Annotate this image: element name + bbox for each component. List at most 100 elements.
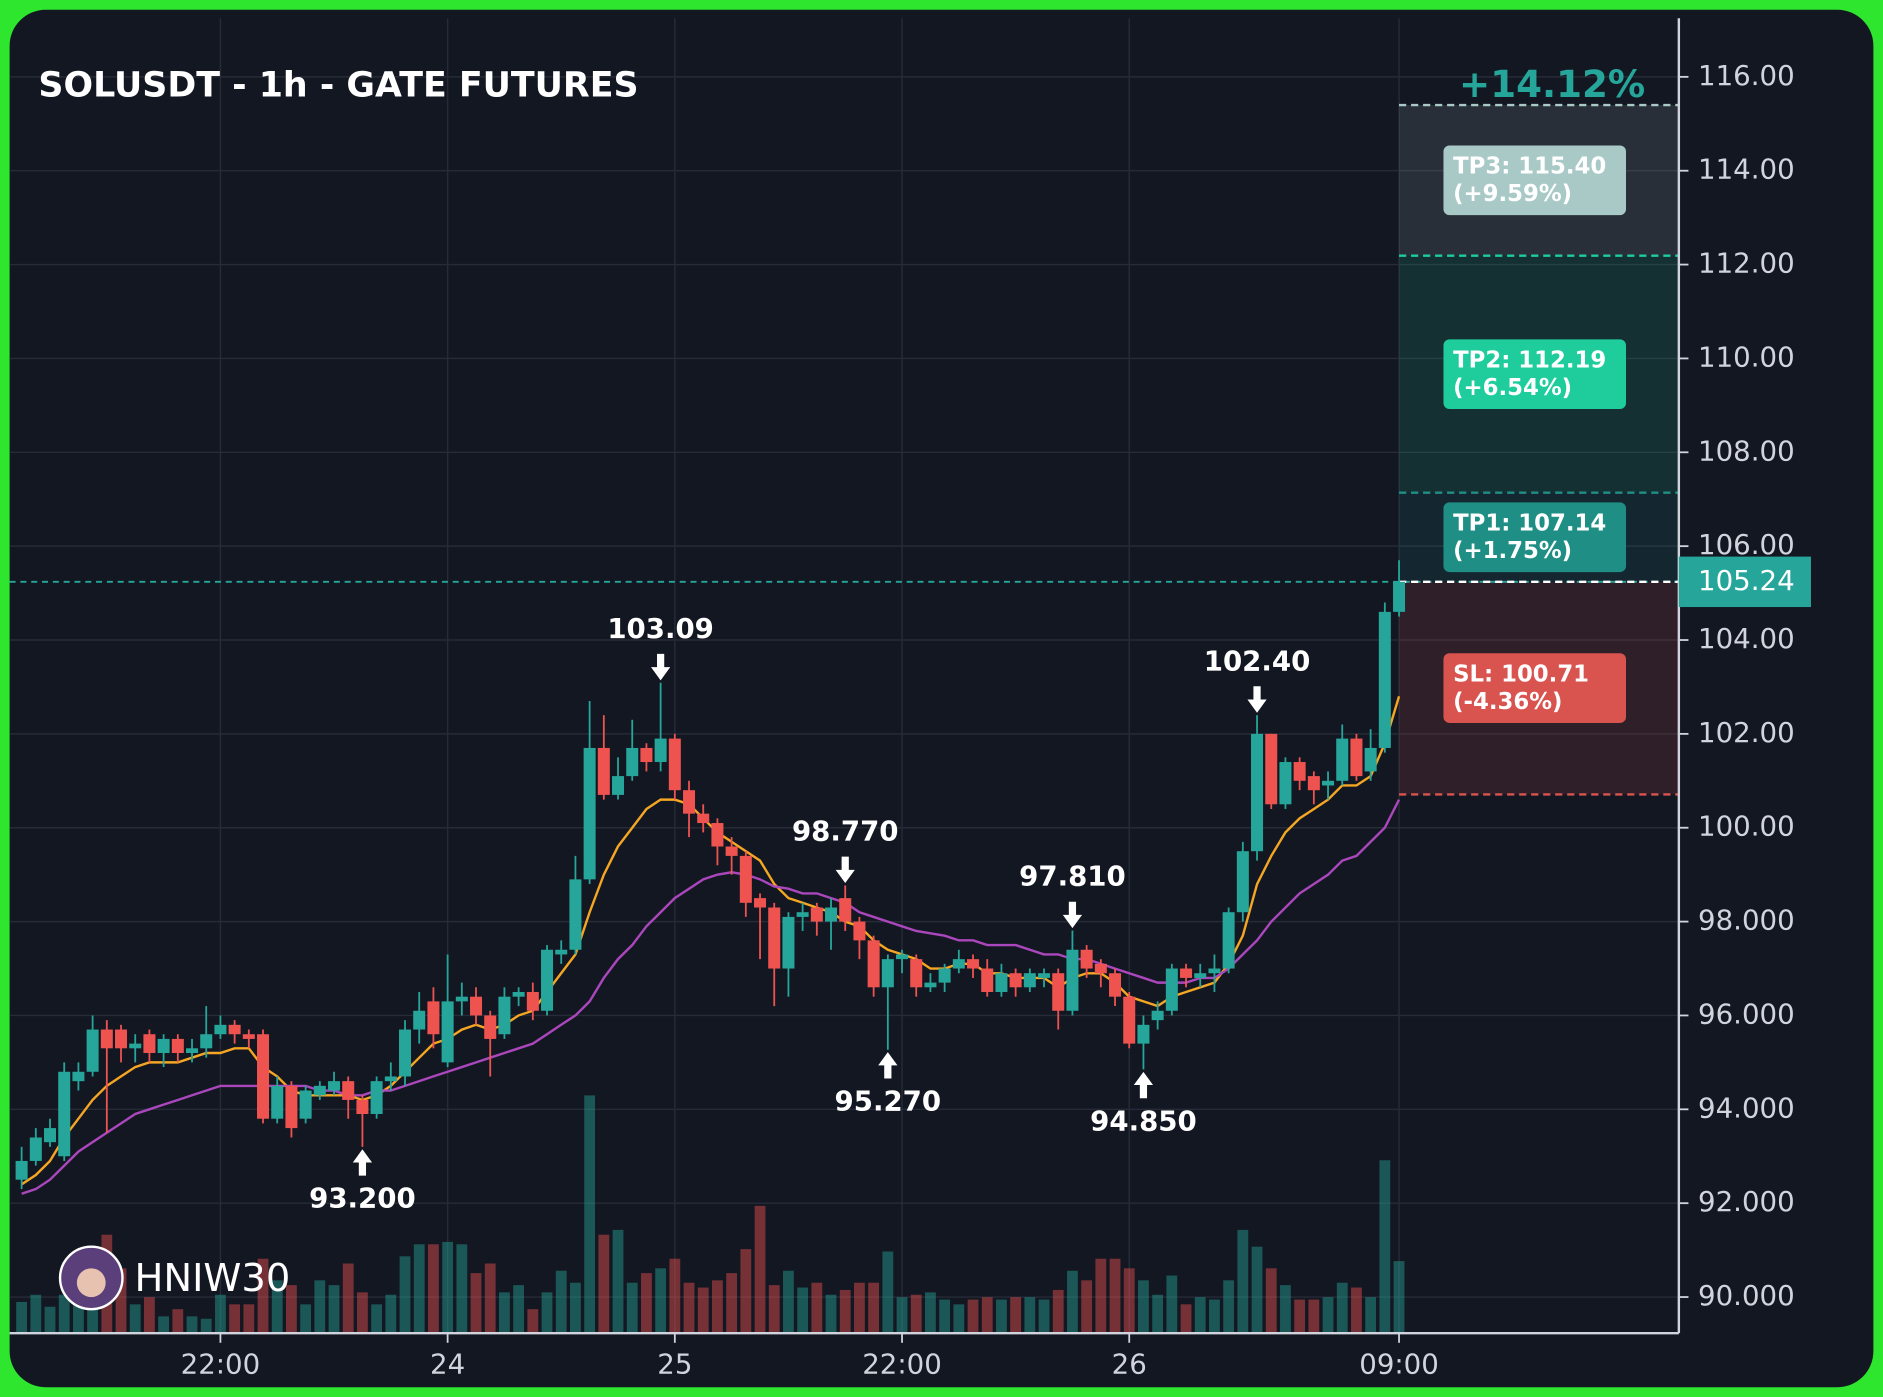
chart-title: SOLUSDT - 1h - GATE FUTURES (38, 66, 638, 106)
volume-bar (1081, 1280, 1093, 1334)
candle-body (1080, 949, 1093, 969)
volume-bar (1251, 1246, 1263, 1334)
volume-bar (1308, 1299, 1320, 1334)
candle-body (967, 959, 980, 969)
volume-bar (825, 1294, 837, 1334)
volume-bar (328, 1285, 340, 1334)
volume-bar (470, 1273, 482, 1334)
candle-body (1364, 747, 1377, 772)
volume-bar (30, 1294, 42, 1334)
volume-bar (314, 1280, 326, 1334)
volume-bar (1223, 1280, 1235, 1334)
volume-bar (712, 1280, 723, 1334)
volume-bar (1109, 1258, 1121, 1334)
volume-bar (527, 1309, 539, 1334)
low-label: 94.850 (1090, 1104, 1197, 1137)
volume-bar (1052, 1289, 1064, 1334)
volume-bar (513, 1285, 525, 1334)
volume-bar (925, 1292, 936, 1334)
volume-bar (215, 1294, 226, 1334)
volume-bar (910, 1294, 922, 1334)
candle-body (86, 1029, 99, 1072)
volume-bar (570, 1282, 581, 1334)
volume-bar (1280, 1285, 1291, 1334)
candle-body (867, 940, 880, 988)
candle-body (15, 1160, 28, 1180)
volume-bar (555, 1270, 567, 1334)
level-label: TP1: 107.14 (1453, 511, 1606, 537)
candle-body (952, 959, 965, 969)
candle-body (612, 776, 625, 795)
x-tick-label: 24 (430, 1348, 465, 1381)
high-label: 102.40 (1204, 644, 1311, 677)
volume-bar (584, 1095, 596, 1334)
candle-body (342, 1081, 355, 1100)
candle-body (441, 1001, 454, 1063)
volume-bar (229, 1304, 241, 1334)
candle-body (839, 898, 852, 922)
volume-bar (541, 1292, 553, 1334)
volume-bar (683, 1282, 695, 1334)
candle-body (1151, 1010, 1164, 1021)
y-tick-label: 90.000 (1698, 1279, 1795, 1312)
candle-body (257, 1034, 270, 1119)
candle-body (725, 846, 738, 856)
candle-body (484, 1015, 497, 1039)
candle-body (1393, 581, 1406, 612)
candle-body (569, 879, 582, 950)
level-box (1443, 339, 1627, 409)
candle-body (285, 1085, 298, 1129)
candle-body (200, 1034, 213, 1049)
candle-body (597, 747, 610, 795)
volume-bar (1152, 1294, 1164, 1334)
volume-bar (953, 1304, 965, 1334)
candle-body (455, 996, 468, 1002)
volume-bar (939, 1299, 951, 1334)
high-arrow (651, 653, 671, 681)
candle-body (555, 949, 568, 955)
volume-bar (1237, 1229, 1249, 1334)
level-box (1443, 145, 1627, 216)
volume-bar (1038, 1299, 1050, 1334)
candle-body (313, 1085, 326, 1096)
volume-bar (499, 1292, 510, 1334)
high-label: 98.770 (792, 815, 899, 848)
volume-bar (1393, 1261, 1405, 1334)
candle-body (29, 1137, 42, 1161)
candle-body (1023, 973, 1036, 988)
candle-body (881, 959, 894, 988)
volume-bar (1351, 1287, 1362, 1334)
volume-bar (484, 1263, 496, 1334)
candle-body (1208, 968, 1221, 974)
y-tick-label: 102.00 (1698, 716, 1795, 749)
x-tick-label: 22:00 (862, 1348, 942, 1381)
y-tick-label: 106.00 (1698, 528, 1795, 561)
y-tick-label: 114.00 (1698, 153, 1795, 186)
candle-body (1180, 968, 1193, 978)
volume-bar (669, 1258, 681, 1334)
volume-bar (200, 1318, 212, 1334)
volume-bar (1067, 1270, 1078, 1334)
watermark: HNIW30 (135, 1256, 291, 1301)
candle-body (810, 907, 823, 922)
candle-body (143, 1034, 156, 1053)
candle-body (470, 996, 483, 1016)
return-label: +14.12% (1459, 62, 1645, 106)
high-label: 103.09 (607, 612, 714, 645)
high-label: 97.810 (1019, 860, 1126, 893)
candle-body (640, 747, 653, 763)
volume-bar (1194, 1297, 1206, 1334)
candle-body (1222, 912, 1235, 969)
candle-body (1123, 996, 1136, 1044)
volume-bar (243, 1304, 255, 1334)
candle-body (853, 921, 866, 941)
volume-bar (428, 1244, 439, 1334)
level-change: (+9.59%) (1453, 181, 1572, 207)
candle-body (1251, 733, 1264, 852)
volume-bar (981, 1297, 993, 1334)
candle-body (683, 790, 696, 814)
volume-bar (399, 1256, 411, 1334)
volume-bar (385, 1294, 397, 1334)
candle-body (910, 959, 923, 988)
candle-body (100, 1029, 113, 1049)
